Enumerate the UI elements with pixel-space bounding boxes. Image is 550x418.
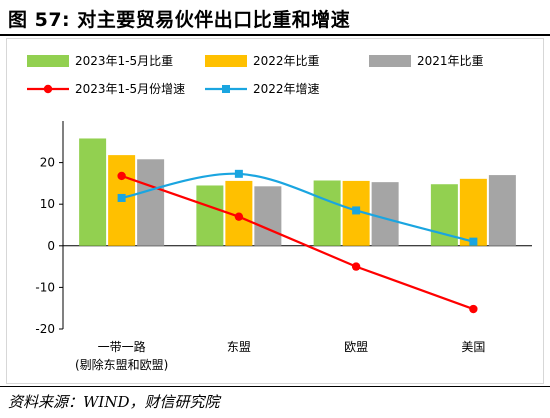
legend-swatch: [205, 55, 247, 67]
line-point: [234, 212, 244, 221]
bar: [488, 175, 516, 246]
bar: [137, 159, 165, 246]
x-category-label: 美国: [461, 340, 485, 354]
x-category-sublabel: (剔除东盟和欧盟): [75, 357, 168, 372]
legend-swatch: [369, 55, 411, 67]
line-point: [351, 262, 361, 271]
chart-frame: 2023年1-5月比重 2022年比重 2021年比重 2023年1-5月份增速 202…: [6, 38, 544, 384]
x-category-label: 东盟: [227, 340, 251, 354]
y-axis: -20 -10 0 10 20: [35, 121, 532, 336]
legend-marker: [43, 84, 53, 94]
bottom-rule: [0, 386, 550, 387]
line-point: [469, 304, 478, 314]
bar: [254, 186, 282, 246]
bars: [79, 138, 516, 246]
legend: 2023年1-5月比重 2022年比重 2021年比重 2023年1-5月份增速 202…: [27, 54, 484, 96]
title-bar: 图 57: 对主要贸易伙伴出口比重和增速: [0, 0, 550, 36]
x-category-label: 欧盟: [344, 340, 368, 354]
bar: [459, 178, 487, 246]
legend-label: 2023年1-5月份增速: [75, 82, 185, 96]
series-line: [121, 172, 474, 243]
legend-marker: [222, 85, 230, 93]
line-point: [234, 169, 243, 178]
line-point: [352, 206, 361, 215]
y-tick-label: 20: [40, 156, 55, 170]
bar: [196, 185, 224, 246]
y-tick-label: -20: [35, 322, 55, 336]
y-tick-label: -10: [35, 280, 55, 294]
bar: [79, 138, 107, 246]
bar: [371, 182, 399, 246]
source-note: 资料来源：WIND，财信研究院: [8, 393, 220, 411]
legend-label: 2022年比重: [253, 54, 320, 68]
lines: [117, 169, 478, 314]
line-point: [469, 237, 478, 246]
bar: [313, 180, 341, 246]
legend-label: 2022年增速: [253, 82, 320, 96]
legend-label: 2023年1-5月比重: [75, 54, 173, 68]
series-line: [121, 174, 474, 311]
y-tick-label: 0: [47, 239, 55, 253]
legend-label: 2021年比重: [417, 54, 484, 68]
x-axis-labels: 一带一路 (剔除东盟和欧盟) 东盟 欧盟 美国: [75, 339, 485, 372]
x-category-label: 一带一路: [98, 339, 146, 354]
legend-swatch: [27, 55, 69, 67]
line-point: [117, 193, 126, 202]
y-tick-label: 10: [40, 197, 55, 211]
line-point: [117, 171, 126, 181]
figure-title: 图 57: 对主要贸易伙伴出口比重和增速: [8, 9, 351, 31]
